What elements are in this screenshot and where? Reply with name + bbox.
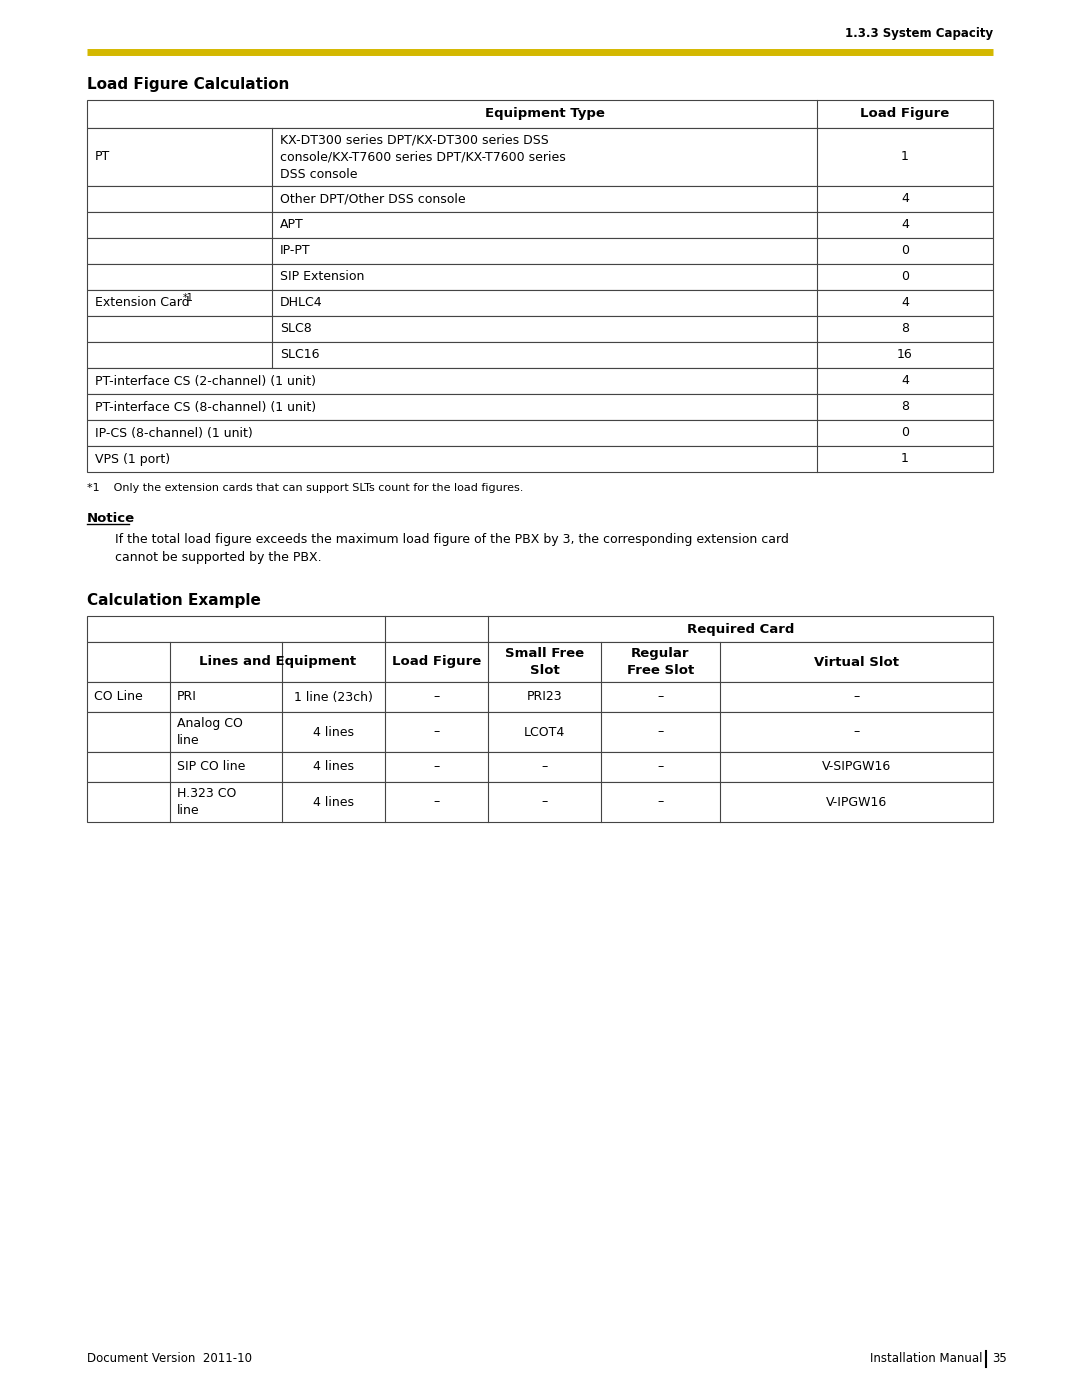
Text: 1: 1	[901, 151, 909, 163]
Text: V-IPGW16: V-IPGW16	[826, 795, 887, 809]
Text: Document Version  2011-10: Document Version 2011-10	[87, 1352, 252, 1365]
Bar	[87, 186, 993, 212]
Text: *1: *1	[183, 293, 194, 303]
Text: IP-CS (8-channel) (1 unit): IP-CS (8-channel) (1 unit)	[95, 426, 253, 440]
Text: SIP CO line: SIP CO line	[177, 760, 245, 774]
Bar	[87, 129, 993, 186]
Text: 4: 4	[901, 193, 909, 205]
Text: PRI23: PRI23	[527, 690, 563, 704]
Text: –: –	[433, 760, 440, 774]
Text: –: –	[541, 795, 548, 809]
Text: PT: PT	[95, 151, 110, 163]
Text: 35: 35	[993, 1352, 1007, 1365]
Text: 1.3.3 System Capacity: 1.3.3 System Capacity	[845, 28, 993, 41]
Text: *1    Only the extension cards that can support SLTs count for the load figures.: *1 Only the extension cards that can sup…	[87, 483, 524, 493]
Text: KX-DT300 series DPT/KX-DT300 series DSS
console/KX-T7600 series DPT/KX-T7600 ser: KX-DT300 series DPT/KX-DT300 series DSS …	[280, 134, 566, 180]
Text: 4: 4	[901, 374, 909, 387]
Text: VPS (1 port): VPS (1 port)	[95, 453, 171, 465]
Bar	[87, 101, 993, 129]
Bar	[87, 237, 993, 264]
Bar	[87, 394, 993, 420]
Text: CO Line: CO Line	[94, 690, 143, 704]
Text: Calculation Example: Calculation Example	[87, 592, 261, 608]
Text: Small Free
Slot: Small Free Slot	[505, 647, 584, 676]
Bar	[87, 752, 993, 782]
Bar	[87, 342, 993, 367]
Bar	[87, 682, 993, 712]
Text: Lines and Equipment: Lines and Equipment	[199, 655, 356, 669]
Text: 4 lines: 4 lines	[313, 725, 354, 739]
Text: 16: 16	[897, 348, 913, 362]
Text: 1: 1	[901, 453, 909, 465]
Text: Load Figure: Load Figure	[861, 108, 949, 120]
Bar	[87, 291, 993, 316]
Text: –: –	[658, 725, 663, 739]
Text: 0: 0	[901, 426, 909, 440]
Text: Extension Card: Extension Card	[95, 296, 190, 310]
Text: PT-interface CS (2-channel) (1 unit): PT-interface CS (2-channel) (1 unit)	[95, 374, 316, 387]
Text: V-SIPGW16: V-SIPGW16	[822, 760, 891, 774]
Text: Virtual Slot: Virtual Slot	[814, 655, 899, 669]
Text: PT-interface CS (8-channel) (1 unit): PT-interface CS (8-channel) (1 unit)	[95, 401, 316, 414]
Text: 4: 4	[901, 218, 909, 232]
Text: 0: 0	[901, 244, 909, 257]
Bar	[87, 316, 993, 342]
Text: Regular
Free Slot: Regular Free Slot	[626, 647, 694, 676]
Bar	[87, 712, 993, 752]
Text: Analog CO
line: Analog CO line	[177, 717, 243, 747]
Text: –: –	[433, 690, 440, 704]
Text: 1 line (23ch): 1 line (23ch)	[294, 690, 373, 704]
Text: Equipment Type: Equipment Type	[485, 108, 605, 120]
Text: 4 lines: 4 lines	[313, 795, 354, 809]
Text: Load Figure Calculation: Load Figure Calculation	[87, 77, 289, 91]
Text: IP-PT: IP-PT	[280, 244, 311, 257]
Text: If the total load figure exceeds the maximum load figure of the PBX by 3, the co: If the total load figure exceeds the max…	[114, 532, 788, 563]
Text: 4 lines: 4 lines	[313, 760, 354, 774]
Bar	[87, 264, 993, 291]
Bar	[87, 212, 993, 237]
Text: LCOT4: LCOT4	[524, 725, 565, 739]
Bar	[87, 446, 993, 472]
Text: APT: APT	[280, 218, 303, 232]
Text: –: –	[658, 795, 663, 809]
Text: –: –	[853, 725, 860, 739]
Text: SIP Extension: SIP Extension	[280, 271, 364, 284]
Text: –: –	[541, 760, 548, 774]
Text: –: –	[658, 690, 663, 704]
Text: 4: 4	[901, 296, 909, 310]
Text: PRI: PRI	[177, 690, 197, 704]
Text: –: –	[853, 690, 860, 704]
Text: Installation Manual: Installation Manual	[870, 1352, 983, 1365]
Text: Required Card: Required Card	[687, 623, 794, 636]
Text: –: –	[433, 725, 440, 739]
Text: SLC16: SLC16	[280, 348, 320, 362]
Text: 8: 8	[901, 401, 909, 414]
Bar	[87, 420, 993, 446]
Text: 0: 0	[901, 271, 909, 284]
Bar	[87, 616, 993, 643]
Bar	[87, 367, 993, 394]
Text: DHLC4: DHLC4	[280, 296, 323, 310]
Text: –: –	[658, 760, 663, 774]
Text: H.323 CO
line: H.323 CO line	[177, 788, 237, 817]
Text: –: –	[433, 795, 440, 809]
Bar	[87, 643, 993, 682]
Text: Other DPT/Other DSS console: Other DPT/Other DSS console	[280, 193, 465, 205]
Bar	[87, 782, 993, 821]
Text: 8: 8	[901, 323, 909, 335]
Text: Load Figure: Load Figure	[392, 655, 481, 669]
Text: SLC8: SLC8	[280, 323, 312, 335]
Text: Notice: Notice	[87, 511, 135, 524]
